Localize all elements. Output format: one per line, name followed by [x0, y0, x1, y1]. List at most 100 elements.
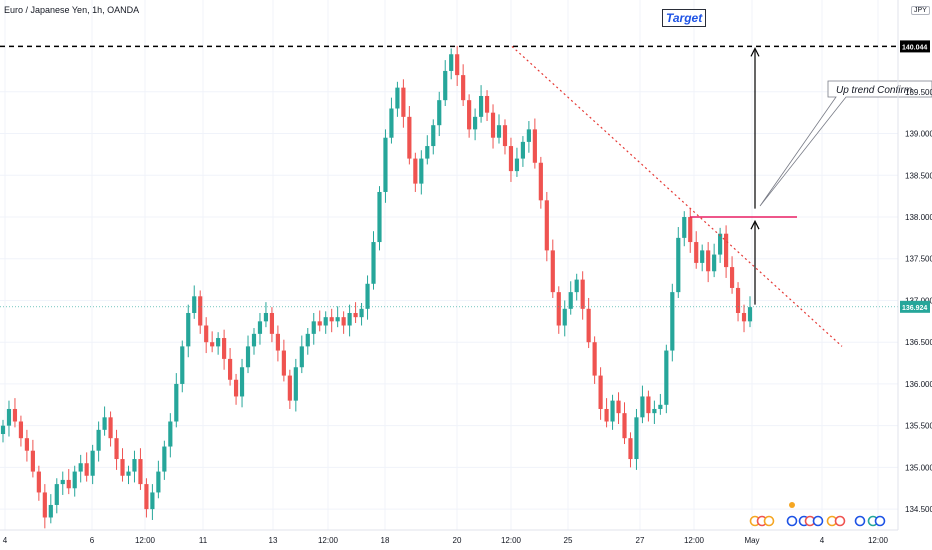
- candle-body: [425, 146, 430, 159]
- candle-body: [532, 129, 537, 163]
- target-label: Target: [662, 9, 707, 27]
- candle-body: [216, 338, 221, 347]
- candle-body: [646, 396, 651, 414]
- event-marker-icon: [789, 502, 795, 508]
- time-tick-label: 12:00: [318, 536, 339, 545]
- chart-title: Euro / Japanese Yen, 1h, OANDA: [4, 5, 140, 15]
- candle-body: [293, 367, 298, 401]
- arrow-head: [750, 219, 760, 230]
- candle-body: [132, 459, 137, 472]
- time-tick-label: 27: [636, 536, 645, 545]
- candle-body: [682, 217, 687, 238]
- candle-body: [377, 191, 382, 243]
- event-marker-icon: [854, 515, 866, 527]
- time-tick-label: 12:00: [684, 536, 705, 545]
- candle-body: [222, 338, 227, 359]
- candle-body: [180, 346, 185, 384]
- price-tick-label: 136.500: [905, 338, 932, 347]
- candle-body: [568, 292, 573, 309]
- time-tick-label: 6: [90, 536, 95, 545]
- candle-body: [60, 479, 65, 485]
- target-price-tag: [900, 40, 930, 53]
- candle-body: [317, 321, 322, 326]
- price-axis[interactable]: 140.044 139.500 139.000 138.500 138.000 137.5…: [900, 40, 932, 514]
- candle-body: [729, 267, 735, 288]
- candle-body: [724, 233, 729, 268]
- candle-body: [741, 312, 747, 322]
- candle-body: [12, 408, 18, 422]
- price-tick-label: 139.000: [905, 130, 932, 139]
- candle-body: [329, 317, 334, 322]
- candle-body: [36, 471, 41, 493]
- candle-body: [108, 417, 113, 439]
- candle-body: [550, 250, 555, 293]
- candle-body: [455, 54, 460, 76]
- candle-body: [305, 333, 310, 347]
- candle-body: [72, 471, 77, 489]
- candle-body: [90, 450, 95, 476]
- candle-body: [347, 312, 352, 326]
- candle-body: [694, 242, 699, 263]
- time-tick-label: 12:00: [135, 536, 156, 545]
- time-axis[interactable]: 4 6 12:00 11 13 12:00 18 20 12:00 25 27 12:00 May 4 12…: [0, 529, 898, 545]
- candle-body: [484, 95, 490, 113]
- candle-body: [520, 141, 526, 159]
- candle-body: [544, 200, 549, 251]
- candle-body: [48, 504, 53, 518]
- candle-body: [407, 116, 412, 159]
- event-marker-icon: [763, 515, 775, 527]
- candle-body: [281, 350, 286, 376]
- candle-body: [514, 158, 520, 172]
- candle-body: [580, 279, 585, 309]
- candle-body: [192, 296, 197, 313]
- candle-body: [365, 283, 370, 309]
- candle-body: [395, 87, 400, 109]
- candle-body: [174, 383, 179, 422]
- candle-body: [335, 317, 340, 322]
- event-markers[interactable]: [749, 502, 886, 527]
- candle-body: [138, 459, 143, 485]
- candle-body: [389, 108, 394, 138]
- candle-body: [239, 367, 245, 397]
- candle-body: [341, 317, 346, 326]
- candle-body: [437, 100, 442, 126]
- candle-body: [467, 100, 472, 130]
- time-tick-label: 12:00: [501, 536, 522, 545]
- currency-badge[interactable]: JPY: [911, 6, 930, 15]
- candle-body: [747, 307, 753, 322]
- candle-body: [42, 492, 47, 518]
- candle-body: [473, 116, 478, 130]
- event-marker-icon: [786, 515, 798, 527]
- candle-body: [556, 292, 561, 326]
- candle-body: [538, 162, 543, 201]
- time-tick-label: 25: [564, 536, 573, 545]
- candle-body: [269, 312, 275, 334]
- candle-body: [586, 308, 591, 343]
- candle-body: [688, 217, 693, 243]
- candles: [0, 45, 753, 529]
- candle-body: [299, 346, 304, 368]
- candle-body: [496, 125, 502, 138]
- event-marker-icon: [812, 515, 824, 527]
- downtrend-line: [511, 45, 843, 347]
- candle-body: [604, 408, 609, 422]
- candle-body: [114, 438, 119, 460]
- candle-body: [676, 237, 681, 293]
- candle-body: [18, 421, 24, 439]
- candle-body: [168, 421, 173, 447]
- candle-body: [353, 312, 358, 318]
- candle-body: [233, 379, 239, 397]
- candle-body: [628, 438, 633, 460]
- candle-body: [431, 125, 436, 147]
- target-arrows: [750, 47, 760, 305]
- event-marker-icon: [834, 515, 846, 527]
- candle-body: [490, 112, 496, 138]
- callout: Up trend Confirm: [759, 80, 932, 207]
- candle-body: [0, 425, 6, 435]
- candle-body: [419, 158, 424, 184]
- candle-body: [204, 325, 209, 343]
- candle-body: [616, 400, 621, 414]
- grid: [0, 0, 898, 530]
